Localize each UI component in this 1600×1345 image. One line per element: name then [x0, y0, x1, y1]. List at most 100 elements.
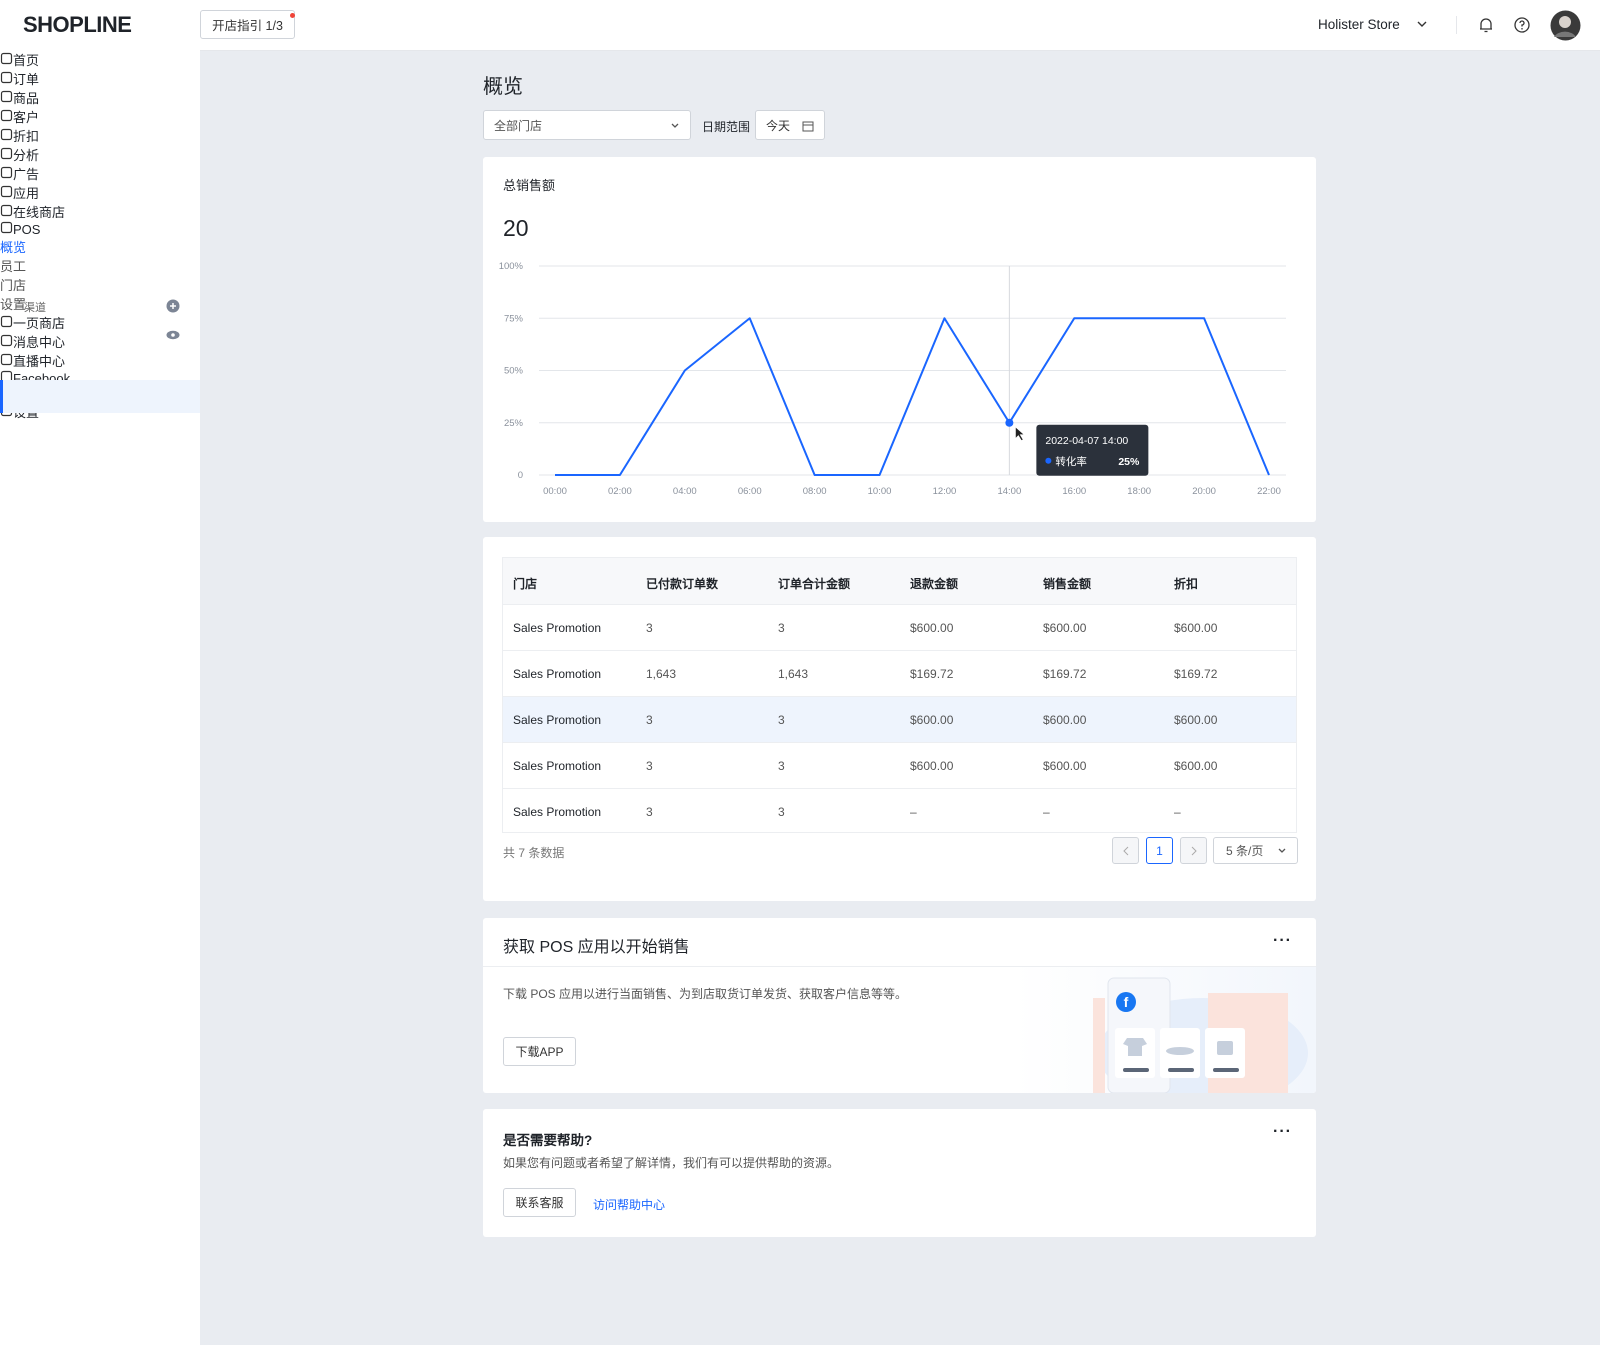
x-tick-label: 12:00 [933, 486, 957, 497]
nav-item[interactable]: 折扣 [0, 126, 200, 145]
prev-page[interactable] [1112, 837, 1139, 864]
page-size-select[interactable]: 5 条/页 [1213, 837, 1298, 864]
table-cell: Sales Promotion [513, 759, 602, 773]
table-cell: 1,643 [646, 667, 677, 681]
nav-icon [0, 204, 13, 217]
pos-card-description: 下载 POS 应用以进行当面销售、为到店取货订单发货、获取客户信息等等。 [503, 987, 908, 1001]
nav-item[interactable]: 广告 [0, 164, 200, 183]
nav-item[interactable]: 门店 [0, 275, 200, 294]
nav-icon [0, 185, 13, 198]
x-tick-label: 02:00 [608, 486, 632, 497]
table-cell: – [1043, 805, 1050, 819]
chart: 总销售额 20 0 25% 50% 75% 100% 00:00 02:00 04:00 06:00… [499, 178, 1286, 497]
nav-label: 应用 [13, 186, 40, 201]
table-cell: 3 [646, 805, 653, 819]
select-caret [1278, 848, 1286, 853]
nav-icon [0, 221, 13, 234]
table-row [503, 604, 1296, 650]
section-label: 渠道 [24, 302, 46, 314]
nav-item[interactable]: 订单 [0, 69, 200, 88]
store-name[interactable]: Holister Store [1318, 17, 1400, 32]
table-row [503, 788, 1296, 834]
nav-item[interactable]: 商品 [0, 88, 200, 107]
nav-item[interactable]: 设置 [0, 294, 200, 313]
table-row [503, 650, 1296, 696]
x-tick-label: 14:00 [997, 486, 1021, 497]
help-icon[interactable] [1513, 16, 1531, 34]
page-number-text: 1 [1156, 843, 1163, 858]
icon-shape [1122, 846, 1128, 855]
store-select[interactable]: 全部门店 [483, 110, 691, 140]
tooltip-name: 转化率 [1055, 455, 1087, 468]
table-cell: Sales Promotion [513, 713, 602, 727]
contact-button[interactable]: 联系客服 [503, 1188, 576, 1217]
next-page[interactable] [1180, 837, 1207, 864]
nav-item[interactable]: 应用 [0, 183, 200, 202]
table-cell: 3 [778, 621, 785, 635]
table-card: 门店 已付款订单数 订单合计金额 退款金额 销售金额 折扣 Sales Promotion 3… [483, 537, 1316, 901]
nav-label: 概览 [0, 240, 27, 255]
nav-icon [0, 334, 13, 347]
nav-item[interactable]: 首页 [0, 50, 200, 69]
download-button[interactable]: 下载APP [503, 1037, 576, 1066]
table-cell: $600.00 [1174, 713, 1218, 727]
pos-card: 获取 POS 应用以开始销售 ··· f 下载 POS 应用以进行当面销售、为到… [483, 918, 1316, 1093]
table-cell: Sales Promotion [513, 667, 602, 681]
nav-item[interactable]: 一页商店 [0, 313, 200, 332]
nav-item[interactable]: 概览 [0, 237, 200, 256]
pos-card-title: 获取 POS 应用以开始销售 [503, 939, 690, 956]
add-channel[interactable] [166, 299, 180, 313]
logo[interactable]: SHOPLINE [23, 12, 132, 37]
page-size-text: 5 条/页 [1226, 844, 1264, 858]
icon-shape [1278, 848, 1286, 853]
store-caret[interactable] [1416, 19, 1428, 29]
icon-shape [0, 90, 13, 103]
table-cell: $169.72 [1043, 667, 1087, 681]
nav-label: 直播中心 [13, 354, 66, 369]
page-title: 概览 [483, 76, 523, 98]
nav-icon [0, 128, 13, 141]
nav-label: 消息中心 [13, 335, 66, 350]
x-tick-label: 22:00 [1257, 486, 1281, 497]
icon-shape [0, 353, 13, 366]
help-card-title: 是否需要帮助? [503, 1133, 593, 1148]
icon-shape [171, 333, 175, 337]
x-tick-label: 06:00 [738, 486, 762, 497]
y-tick-label: 75% [504, 313, 524, 324]
help-card: 是否需要帮助? ··· 如果您有问题或者希望了解详情，我们有可以提供帮助的资源。… [483, 1109, 1316, 1237]
column-header: 退款金额 [910, 577, 959, 591]
table-cell: 3 [778, 805, 785, 819]
table-cell: – [910, 805, 917, 819]
chart-card: 总销售额 20 0 25% 50% 75% 100% 00:00 02:00 04:00 06:00… [483, 157, 1316, 522]
svg-text:f: f [1124, 994, 1129, 1010]
column-header: 销售金额 [1043, 577, 1092, 591]
nav-item[interactable]: POS [0, 221, 200, 237]
nav-item[interactable]: 分析 [0, 145, 200, 164]
nav-item[interactable]: 直播中心 [0, 351, 200, 370]
bell-icon[interactable] [1477, 16, 1495, 34]
nav-item[interactable]: 客户 [0, 107, 200, 126]
y-tick-label: 0 [518, 470, 523, 481]
line-series [555, 317, 1270, 476]
y-tick-label: 100% [499, 261, 524, 272]
guide-button[interactable]: 开店指引 1/3 [200, 10, 295, 39]
nav-label: 一页商店 [13, 316, 66, 331]
icon-shape [0, 71, 13, 84]
x-tick-label: 20:00 [1192, 486, 1216, 497]
table-cell: $169.72 [1174, 667, 1218, 681]
nav-item[interactable]: 在线商店 [0, 202, 200, 221]
nav-item[interactable]: 消息中心 [0, 332, 200, 351]
nav-label: 分析 [13, 148, 40, 163]
date-picker[interactable]: 今天 [755, 110, 825, 140]
nav-icon [0, 147, 13, 160]
more-menu[interactable]: ··· [1273, 1123, 1292, 1140]
more-menu[interactable]: ··· [1273, 932, 1292, 949]
help-link[interactable]: 访问帮助中心 [593, 1198, 666, 1212]
x-tick-label: 10:00 [868, 486, 892, 497]
preview-icon[interactable] [166, 330, 180, 340]
tooltip-date: 2022-04-07 14:00 [1045, 435, 1128, 447]
nav-item[interactable]: 员工 [0, 256, 200, 275]
page-number[interactable]: 1 [1146, 837, 1173, 864]
avatar[interactable] [1550, 10, 1581, 41]
table-cell: $600.00 [1043, 759, 1087, 773]
